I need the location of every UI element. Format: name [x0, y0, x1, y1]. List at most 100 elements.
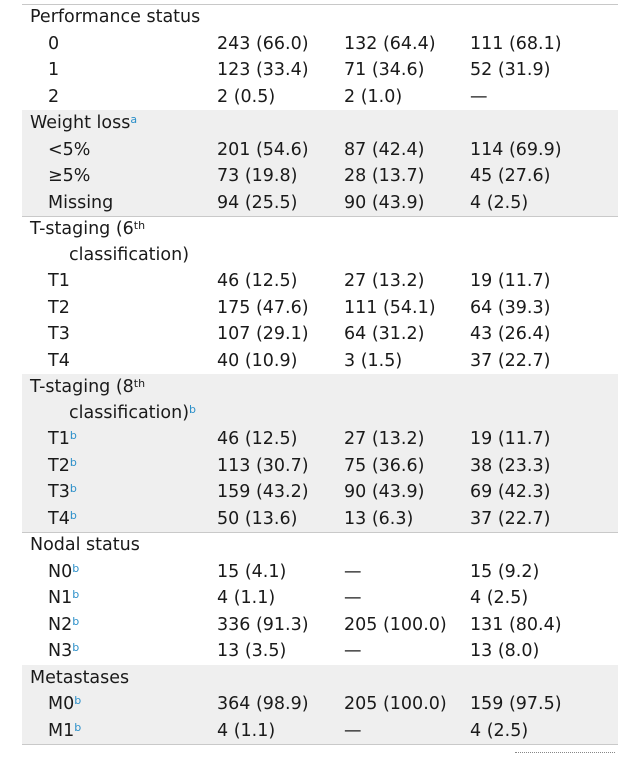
- value-cell-col3: —: [470, 86, 488, 107]
- footnote-marker: b: [74, 720, 82, 734]
- row-label: Missing: [48, 190, 113, 216]
- section-header-row: Nodal status: [22, 532, 618, 559]
- row-label: T4b: [48, 506, 77, 532]
- value-cell-col2: —: [344, 561, 362, 582]
- label-text: T2: [48, 297, 70, 318]
- value-cell-col2: 75 (36.6): [344, 455, 425, 476]
- value-cell-col1: 73 (19.8): [217, 166, 298, 186]
- table-row: M0b 364 (98.9) 205 (100.0) 159 (97.5): [22, 691, 618, 718]
- footnote-marker: b: [69, 482, 77, 495]
- value-cell-col3: 111 (68.1): [470, 33, 562, 54]
- table-row: N1b 4 (1.1) — 4 (2.5): [22, 585, 618, 612]
- value-cell-col3: 15 (9.2): [470, 561, 540, 582]
- value-cell-col3: 131 (80.4): [470, 614, 562, 635]
- table-row: 0 243 (66.0) 132 (64.4) 111 (68.1): [22, 31, 618, 58]
- label-text: T3: [48, 324, 70, 344]
- footnote-marker: b: [74, 694, 82, 707]
- value-cell-col3: 69 (42.3): [470, 482, 551, 502]
- footnote-marker: th: [133, 377, 146, 390]
- row-label: M1b: [48, 718, 81, 744]
- label-text: Metastases: [30, 667, 130, 688]
- value-cell-col1: 4 (1.1): [217, 720, 276, 741]
- footnote-marker: b: [69, 429, 77, 442]
- label-text: N3: [48, 641, 73, 661]
- row-label: N3b: [48, 638, 79, 664]
- row-label: T3b: [48, 479, 77, 505]
- label-text: T-staging (8: [30, 377, 134, 397]
- label-text: ≥5%: [48, 166, 91, 186]
- row-label: T1b: [48, 426, 77, 452]
- value-cell-col2: —: [344, 588, 362, 608]
- table-top-rule: [22, 0, 618, 5]
- section-label: Metastases: [30, 665, 129, 691]
- value-cell-col1: 201 (54.6): [217, 139, 309, 160]
- label-text: N1: [48, 588, 73, 608]
- value-cell-col3: 38 (23.3): [470, 455, 551, 476]
- value-cell-col3: 159 (97.5): [470, 694, 562, 714]
- footnote-marker: b: [72, 588, 80, 601]
- label-continuation: classification)b: [69, 400, 196, 426]
- value-cell-col2: 132 (64.4): [344, 33, 436, 54]
- value-cell-col3: 52 (31.9): [470, 60, 551, 80]
- table-row: 2 2 (0.5) 2 (1.0) —: [22, 84, 618, 111]
- value-cell-col2: 111 (54.1): [344, 297, 436, 318]
- label-text: M0: [48, 694, 75, 714]
- section-header-row: Metastases: [22, 664, 618, 691]
- section-label: Nodal status: [30, 532, 140, 558]
- value-cell-col1: 175 (47.6): [217, 297, 309, 318]
- value-cell-col3: 37 (22.7): [470, 508, 551, 529]
- table-row: T3b 159 (43.2) 90 (43.9) 69 (42.3): [22, 479, 618, 506]
- footnote-marker: b: [72, 614, 80, 628]
- value-cell-col1: 2 (0.5): [217, 86, 276, 107]
- value-cell-col3: 45 (27.6): [470, 166, 551, 186]
- value-cell-col3: 43 (26.4): [470, 324, 551, 344]
- value-cell-col3: 4 (2.5): [470, 588, 529, 608]
- label-text: Performance status: [30, 7, 201, 27]
- label-text: Weight loss: [30, 113, 131, 133]
- table-row: ≥5% 73 (19.8) 28 (13.7) 45 (27.6): [22, 163, 618, 190]
- table-row: T3 107 (29.1) 64 (31.2) 43 (26.4): [22, 321, 618, 348]
- footnote-marker: b: [72, 641, 80, 654]
- value-cell-col1: 123 (33.4): [217, 60, 309, 80]
- value-cell-col1: 46 (12.5): [217, 271, 298, 291]
- value-cell-col3: 19 (11.7): [470, 271, 551, 291]
- label-text: Missing: [48, 192, 114, 213]
- footnote-marker: b: [189, 403, 197, 416]
- footnote-marker: b: [72, 561, 80, 575]
- row-label: 0: [48, 31, 59, 57]
- row-label: 2: [48, 84, 59, 110]
- label-text: 0: [48, 33, 60, 54]
- table-row: N2b 336 (91.3) 205 (100.0) 131 (80.4): [22, 612, 618, 639]
- table-row: M1b 4 (1.1) — 4 (2.5): [22, 717, 618, 745]
- row-label: <5%: [48, 137, 90, 163]
- label-text: <5%: [48, 139, 91, 160]
- row-label: M0b: [48, 691, 81, 717]
- row-label: T2b: [48, 453, 77, 479]
- row-label: T4: [48, 348, 70, 374]
- value-cell-col3: 13 (8.0): [470, 641, 540, 661]
- value-cell-col1: 159 (43.2): [217, 482, 309, 502]
- section-label: T-staging (8th: [30, 374, 145, 400]
- row-label: 1: [48, 57, 59, 83]
- value-cell-col1: 243 (66.0): [217, 33, 309, 54]
- value-cell-col1: 46 (12.5): [217, 429, 298, 449]
- label-text: T2: [48, 455, 70, 476]
- value-cell-col2: 27 (13.2): [344, 429, 425, 449]
- table-row: N0b 15 (4.1) — 15 (9.2): [22, 559, 618, 586]
- section-header-row: Performance status: [22, 4, 618, 31]
- label-text: 2: [48, 86, 60, 107]
- row-label: ≥5%: [48, 163, 90, 189]
- table-row: T4b 50 (13.6) 13 (6.3) 37 (22.7): [22, 505, 618, 533]
- row-label: N2b: [48, 612, 79, 638]
- label-text: T1: [48, 429, 70, 449]
- value-cell-col2: 2 (1.0): [344, 86, 403, 107]
- row-label: N1b: [48, 585, 79, 611]
- value-cell-col2: 13 (6.3): [344, 508, 414, 529]
- footnote-marker: a: [130, 113, 138, 126]
- section-label: Performance status: [30, 4, 200, 30]
- value-cell-col1: 50 (13.6): [217, 508, 298, 529]
- value-cell-col3: 19 (11.7): [470, 429, 551, 449]
- continued-note: [515, 752, 615, 759]
- value-cell-col1: 107 (29.1): [217, 324, 309, 344]
